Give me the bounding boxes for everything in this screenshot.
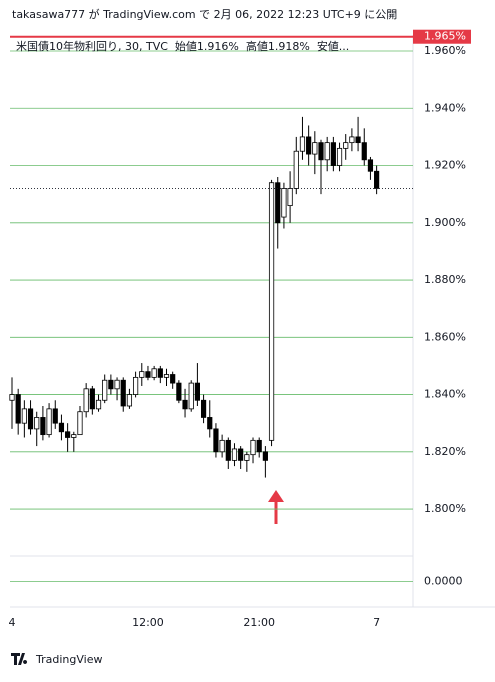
candle-body	[231, 448, 238, 461]
candle-body	[27, 408, 34, 430]
candle-body	[9, 394, 15, 401]
candle-body	[83, 388, 89, 413]
y-tick-label: 1.840%	[424, 388, 466, 401]
candle-body	[132, 376, 139, 395]
legend-item: 米国債10年物利回り, 30, TVC	[16, 39, 168, 53]
x-tick-label: 21:00	[243, 616, 275, 629]
candle-body	[324, 142, 330, 161]
y-tick-label: 1.940%	[424, 101, 466, 114]
candle-body	[157, 368, 163, 378]
y-tick-label: 1.960%	[424, 44, 466, 57]
candle-body	[336, 147, 343, 166]
candle-body	[349, 136, 355, 144]
candle-body	[194, 382, 200, 401]
candle-body	[219, 439, 225, 453]
candle-body	[58, 422, 65, 433]
y-tick-label: 1.800%	[424, 502, 466, 515]
candle-body	[46, 408, 52, 436]
y-tick-label: 1.900%	[424, 216, 466, 229]
candle-body	[299, 136, 306, 152]
candle-body	[367, 159, 374, 172]
header: takasawa777 が TradingView.com で 2月 06, 2…	[12, 7, 397, 21]
candle-body	[139, 371, 145, 378]
candle-body	[65, 431, 71, 438]
x-tick-label: 4	[9, 616, 16, 629]
y-tick-label: 1.880%	[424, 273, 466, 286]
x-tick-label: 7	[373, 616, 380, 629]
candle-body	[287, 188, 293, 207]
candle-body	[330, 142, 336, 166]
candle-body	[151, 368, 157, 378]
candle-body	[225, 439, 231, 461]
candle-body	[71, 434, 77, 438]
price-label-bg	[413, 29, 471, 44]
candle-body	[145, 371, 151, 378]
candle-body	[163, 374, 170, 378]
candle-body	[207, 417, 213, 430]
candle-body	[102, 379, 108, 401]
candle-body	[374, 170, 380, 189]
logo	[11, 653, 28, 665]
candle-body	[21, 408, 27, 424]
lower-tick-label: 0.0000	[424, 575, 463, 588]
candle-body	[318, 142, 324, 161]
candle-body	[361, 142, 367, 161]
candle-body	[306, 136, 312, 155]
candle-body	[182, 399, 188, 410]
footer-brand: TradingView	[35, 653, 102, 666]
candle-body	[200, 399, 207, 418]
legend-item: 高値1.918%	[246, 39, 310, 53]
candle-body	[120, 379, 126, 407]
candle-body	[250, 439, 256, 456]
y-tick-label: 1.920%	[424, 159, 466, 172]
candle-body	[34, 417, 40, 430]
candle-body	[268, 182, 275, 441]
x-tick-label: 12:00	[132, 616, 164, 629]
up-arrow	[268, 490, 284, 524]
price-label: 1.965%	[424, 30, 466, 43]
candle-body	[95, 399, 102, 410]
candle-body	[126, 394, 133, 407]
candle-body	[108, 379, 114, 390]
candle-body	[343, 142, 349, 149]
candle-body	[170, 374, 176, 384]
y-tick-label: 1.860%	[424, 330, 466, 343]
candle-body	[89, 388, 95, 410]
candle-body	[312, 142, 318, 155]
candle-body	[355, 136, 361, 144]
candle-body	[176, 382, 182, 401]
candles	[9, 116, 380, 478]
candle-body	[40, 417, 46, 436]
candle-body	[213, 428, 219, 453]
candle-body	[244, 454, 250, 461]
candle-body	[114, 379, 120, 390]
candle-body	[281, 188, 287, 218]
candle-body	[52, 408, 58, 424]
candle-body	[15, 394, 21, 424]
legend-item: 安値...	[317, 39, 350, 53]
y-tick-label: 1.820%	[424, 445, 466, 458]
candle-body	[275, 182, 281, 224]
candle-body	[293, 150, 299, 189]
candle-body	[77, 411, 83, 436]
candle-body	[238, 448, 244, 461]
candle-body	[256, 439, 262, 453]
candle-body	[188, 382, 194, 410]
candle-body	[262, 451, 268, 461]
legend-item: 始値1.916%	[175, 39, 239, 53]
